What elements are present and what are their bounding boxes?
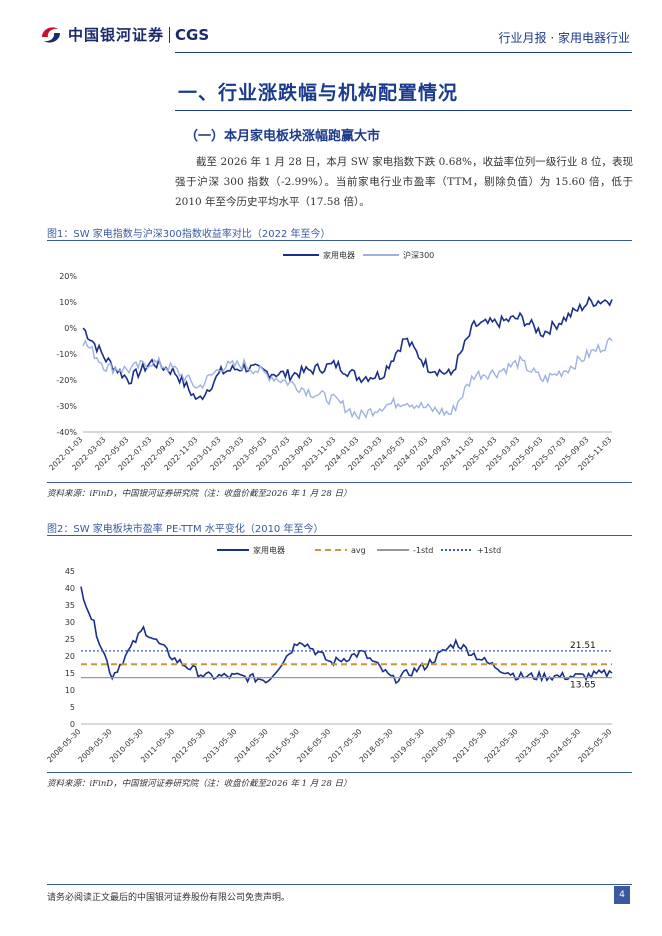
figure2-bottom-rule <box>47 772 632 773</box>
figure2-source: 资料来源：iFinD，中国银河证券研究院（注：收盘价截至2026 年 1 月 2… <box>47 779 352 789</box>
report-type: 行业月报 · 家用电器行业 <box>498 31 630 45</box>
logo-text: 中国银河证券 <box>68 26 165 44</box>
figure2-chart: 4540353025201510502008-05-302009-05-3020… <box>47 545 614 764</box>
y-tick-label: -40% <box>56 428 77 437</box>
legend-label-+1std: +1std <box>477 546 501 555</box>
y-tick-label: 20% <box>59 272 77 281</box>
legend-label-csi300: 沪深300 <box>403 250 434 260</box>
section-title: 一、行业涨跌幅与机构配置情况 <box>178 82 459 104</box>
y-tick-label: -30% <box>56 402 77 411</box>
plus-std-value-label: 21.51 <box>570 641 596 651</box>
figure2-title: 图2：SW 家电板块市盈率 PE-TTM 水平变化（2010 年至今） <box>47 524 324 535</box>
page-number: 4 <box>614 886 630 904</box>
header-divider <box>175 52 632 53</box>
y-tick-label: 15 <box>65 669 75 678</box>
footer-disclaimer: 请务必阅读正文最后的中国银河证券股份有限公司免责声明。 <box>47 893 291 903</box>
section-divider <box>175 110 632 111</box>
legend-label--1std: -1std <box>413 546 433 555</box>
y-tick-label: 45 <box>65 567 75 576</box>
figure1-title: 图1：SW 家电指数与沪深300指数收益率对比（2022 年至今） <box>47 229 331 240</box>
y-tick-label: 30 <box>65 618 75 627</box>
section-subtitle: （一）本月家电板块涨幅跑赢大市 <box>185 129 381 144</box>
legend-label-avg: avg <box>351 546 366 555</box>
y-tick-label: 25 <box>65 635 75 644</box>
y-tick-label: 0 <box>70 720 75 729</box>
minus-std-value-label: 13.65 <box>570 681 596 691</box>
y-tick-label: 0% <box>64 324 77 333</box>
y-tick-label: 10 <box>65 686 75 695</box>
page-header: 中国银河证券 CGS 行业月报 · 家用电器行业 <box>0 0 662 60</box>
legend-label-家用电器: 家用电器 <box>253 545 285 555</box>
figure1-chart: 20%10%0%-10%-20%-30%-40%2022-01-032022-0… <box>47 250 613 472</box>
figure2-top-rule <box>47 535 632 536</box>
y-tick-label: -20% <box>56 376 77 385</box>
series-line-家用电器 <box>82 295 613 401</box>
footer-divider <box>47 884 632 885</box>
figure1-top-rule <box>47 240 632 241</box>
figure1-source: 资料来源：iFinD，中国银河证券研究院（注：收盘价截至2026 年 1 月 2… <box>47 489 352 499</box>
body-paragraph: 截至 2026 年 1 月 28 日，本月 SW 家电指数下跌 0.68%，收益… <box>175 156 633 208</box>
logo-separator <box>169 26 171 43</box>
y-tick-label: 10% <box>59 298 77 307</box>
series-line-家用电器 <box>80 586 613 685</box>
y-tick-label: 5 <box>70 703 75 712</box>
series-line-沪深300 <box>82 336 613 421</box>
logo-abbrev: CGS <box>175 25 210 44</box>
logo: 中国银河证券 CGS <box>40 24 209 45</box>
x-tick-label: 2025-05-30 <box>576 727 613 764</box>
y-tick-label: -10% <box>56 350 77 359</box>
legend-label-appliance: 家用电器 <box>323 250 355 260</box>
y-tick-label: 40 <box>65 584 75 593</box>
y-tick-label: 35 <box>65 601 75 610</box>
y-tick-label: 20 <box>65 652 75 661</box>
logo-icon <box>42 26 60 43</box>
figure1-bottom-rule <box>47 482 632 483</box>
